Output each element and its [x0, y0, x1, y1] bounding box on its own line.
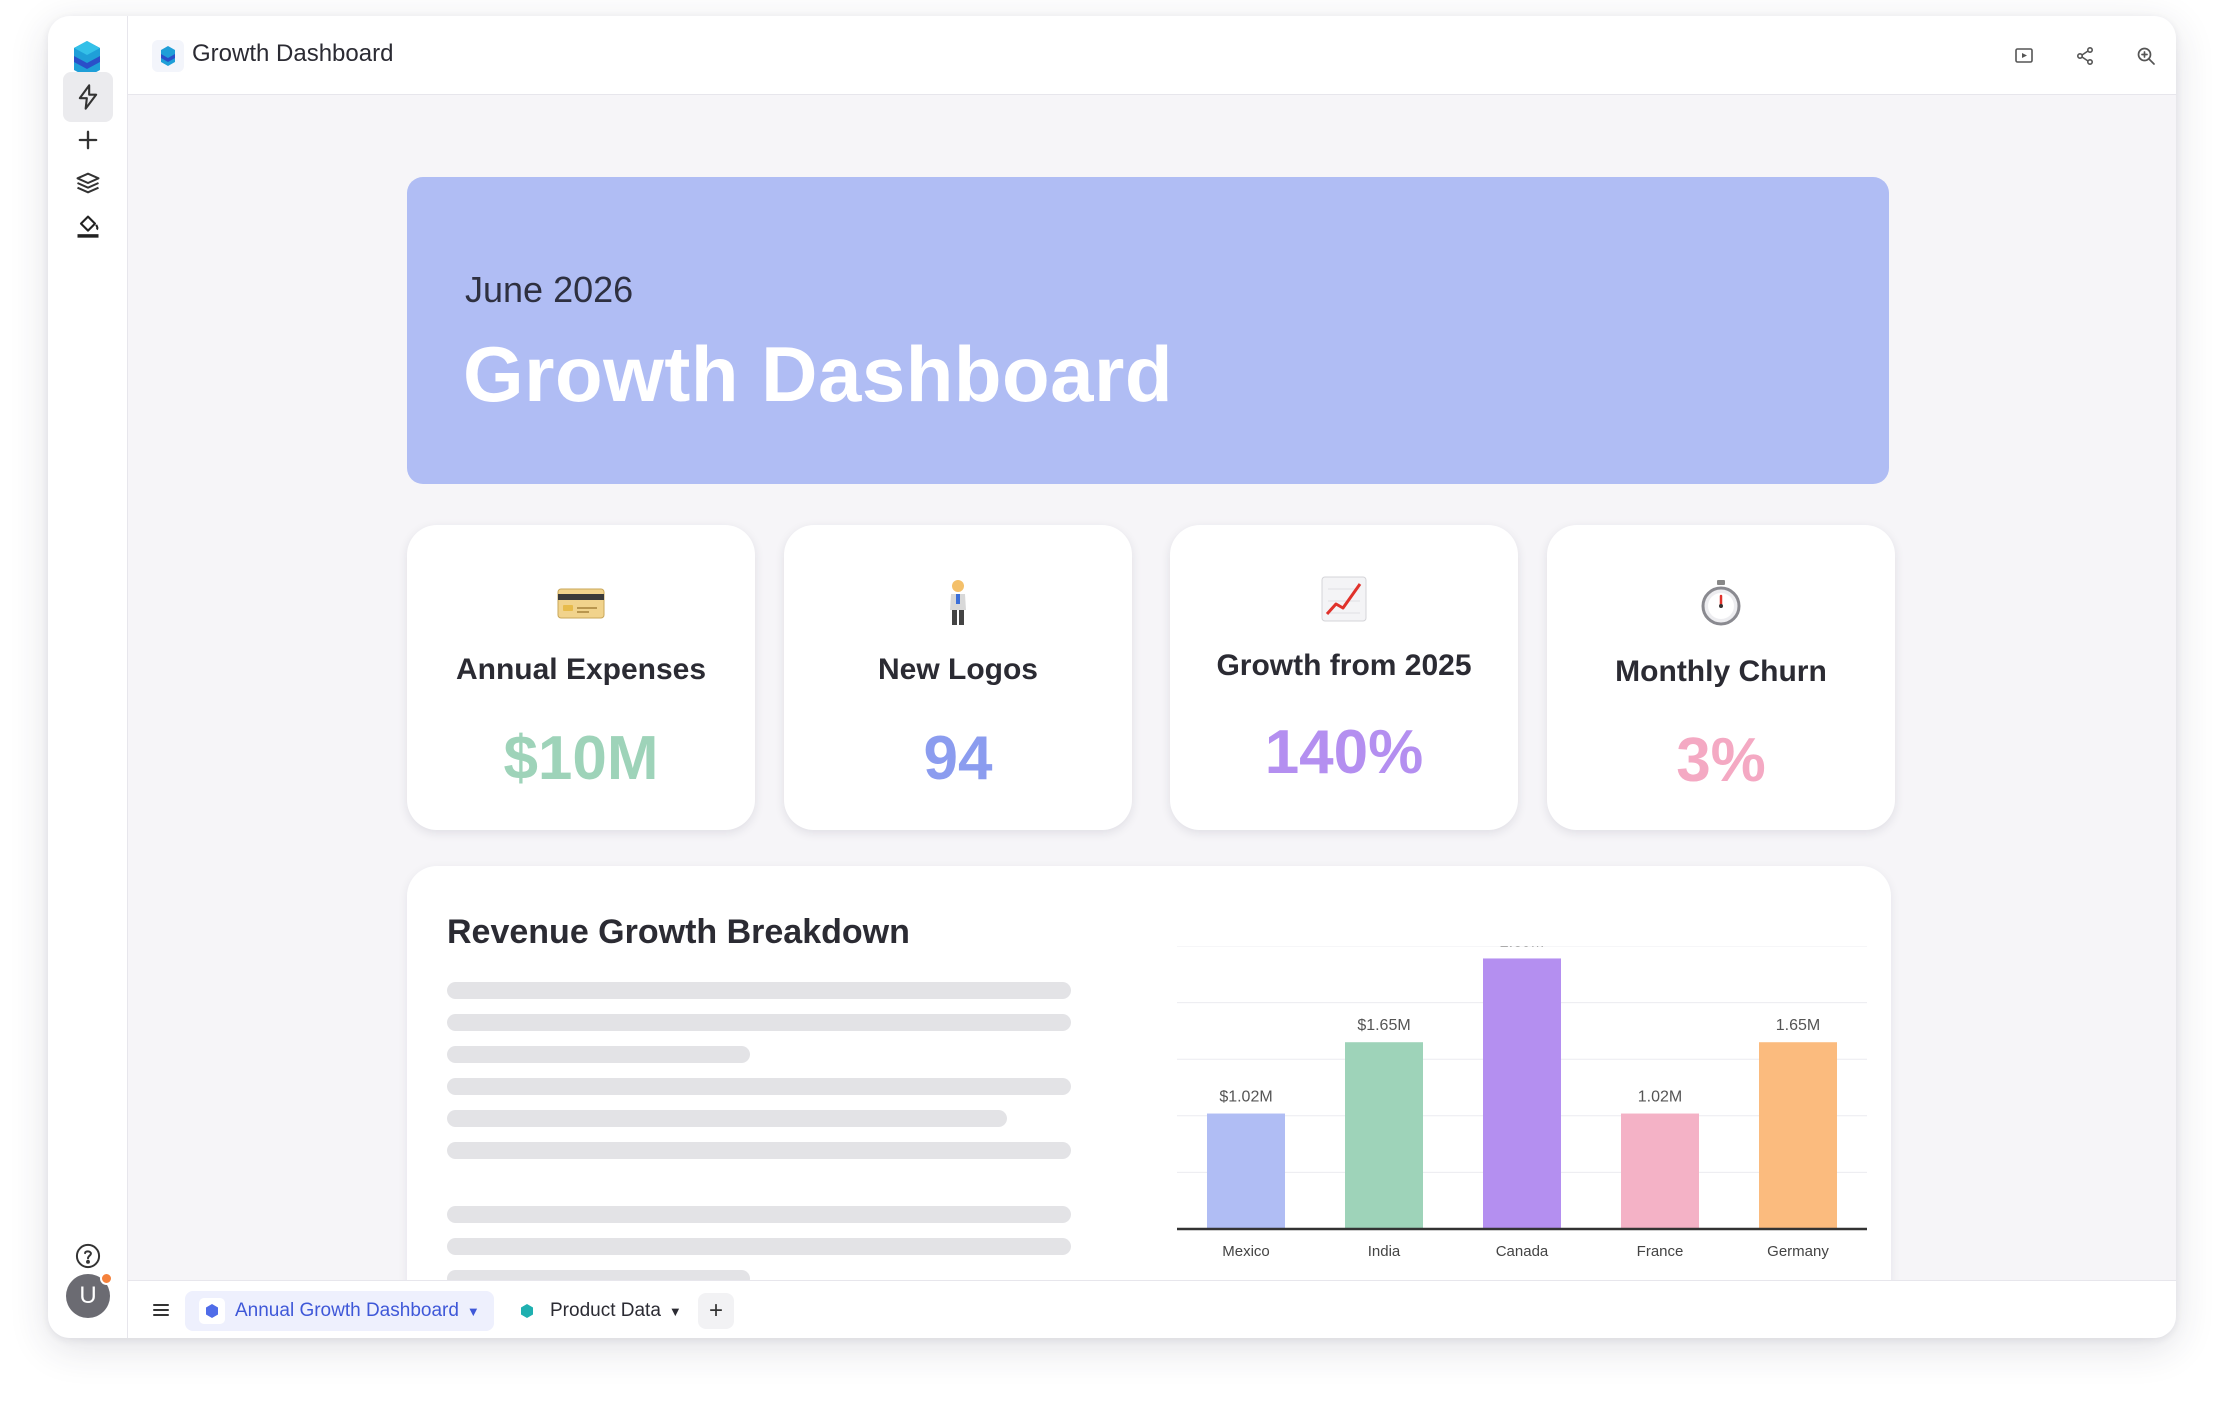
x-tick-label: Canada [1496, 1243, 1549, 1260]
zoom-button[interactable] [2126, 36, 2166, 76]
rail-add-button[interactable] [63, 115, 113, 165]
text-placeholder-line [447, 1142, 1071, 1159]
layers-icon [76, 172, 100, 194]
bar-mexico [1207, 1113, 1285, 1229]
text-placeholder-line [447, 1014, 1071, 1031]
text-placeholder-line [447, 1078, 1071, 1095]
rail-help-button[interactable] [63, 1231, 113, 1281]
kpi-card-new-logos[interactable]: New Logos 94 [784, 525, 1132, 830]
chart-increasing-icon [1321, 576, 1367, 622]
revenue-title: Revenue Growth Breakdown [447, 913, 910, 951]
tab-product-data[interactable]: Product Data ▼ [500, 1291, 696, 1331]
share-button[interactable] [2065, 36, 2105, 76]
data-label: 2.39M [1500, 946, 1544, 950]
revenue-bar-chart: $1.02M Mexico $1.65M India 2.39M Canada 1.02M F… [1177, 946, 1867, 1260]
app-logo-icon[interactable] [72, 39, 102, 79]
credit-card-icon [557, 588, 605, 619]
stopwatch-icon [1701, 580, 1741, 626]
kpi-value: $10M [503, 724, 659, 793]
notification-dot [100, 1272, 113, 1285]
kpi-value: 3% [1676, 726, 1766, 795]
revenue-panel: Revenue Growth Breakdown $1.02M Mexico $1.… [407, 866, 1891, 1280]
plus-icon [78, 130, 98, 150]
kpi-card-monthly-churn[interactable]: Monthly Churn 3% [1547, 525, 1895, 830]
menu-icon[interactable] [146, 1295, 176, 1325]
tab-annual-growth-dashboard[interactable]: Annual Growth Dashboard ▼ [185, 1291, 494, 1331]
text-placeholder-line [447, 1238, 1071, 1255]
text-placeholder-line [447, 982, 1071, 999]
text-placeholder-line [447, 1270, 750, 1280]
sheet-tab-bar: Annual Growth Dashboard ▼ Product Data ▼… [128, 1280, 2176, 1338]
chevron-down-icon[interactable]: ▼ [466, 1303, 480, 1319]
left-rail: U [48, 16, 128, 1338]
data-label: 1.02M [1638, 1089, 1682, 1106]
kpi-label: New Logos [877, 653, 1038, 686]
tab-hexagon-icon [514, 1298, 540, 1324]
kpi-value: 94 [923, 724, 993, 793]
text-placeholder-line [447, 1206, 1071, 1223]
kpi-label: Monthly Churn [1615, 655, 1827, 688]
share-icon [2077, 46, 2094, 66]
app-window: U Growth Dashboard [48, 16, 2176, 1338]
x-tick-label: France [1637, 1243, 1684, 1260]
kpi-card-annual-expenses[interactable]: Annual Expenses $10M [407, 525, 755, 830]
hero-subtitle: June 2026 [465, 269, 634, 310]
kpi-label: Growth from 2025 [1216, 649, 1472, 682]
zoom-in-icon [2137, 47, 2155, 65]
data-label: $1.65M [1357, 1017, 1410, 1034]
rail-paint-button[interactable] [63, 201, 113, 251]
text-placeholder-line [447, 1110, 1007, 1127]
bar-germany [1759, 1042, 1837, 1229]
text-placeholder-line [447, 1046, 750, 1063]
data-label: 1.65M [1776, 1017, 1820, 1034]
chevron-down-icon[interactable]: ▼ [668, 1303, 682, 1319]
bar-france [1621, 1113, 1699, 1229]
x-tick-label: Germany [1767, 1243, 1829, 1260]
paint-bucket-icon [77, 215, 99, 238]
present-button[interactable] [2004, 36, 2044, 76]
tab-label: Annual Growth Dashboard [235, 1300, 459, 1321]
x-tick-label: India [1368, 1243, 1401, 1260]
tab-hexagon-icon [199, 1298, 225, 1324]
present-icon [2015, 48, 2033, 63]
person-icon [950, 580, 966, 625]
user-avatar[interactable]: U [66, 1274, 110, 1318]
data-label: $1.02M [1219, 1089, 1272, 1106]
bar-india [1345, 1042, 1423, 1229]
help-icon [75, 1243, 101, 1269]
bar-canada [1483, 958, 1561, 1229]
document-logo-icon [152, 40, 184, 72]
add-tab-button[interactable]: + [698, 1293, 734, 1329]
top-bar: Growth Dashboard [128, 16, 2176, 95]
x-tick-label: Mexico [1222, 1243, 1270, 1260]
tab-label: Product Data [550, 1300, 661, 1321]
dashboard-canvas: June 2026 Growth Dashboard Annual Expens… [128, 96, 2176, 1280]
kpi-card-growth[interactable]: Growth from 2025 140% [1170, 525, 1518, 830]
rail-lightning-button[interactable] [63, 72, 113, 122]
rail-layers-button[interactable] [63, 158, 113, 208]
hero-banner: June 2026 Growth Dashboard [407, 177, 1889, 484]
hero-title: Growth Dashboard [463, 330, 1174, 418]
kpi-label: Annual Expenses [455, 653, 707, 686]
document-title: Growth Dashboard [192, 40, 394, 67]
lightning-icon [78, 84, 98, 110]
kpi-value: 140% [1264, 718, 1424, 787]
